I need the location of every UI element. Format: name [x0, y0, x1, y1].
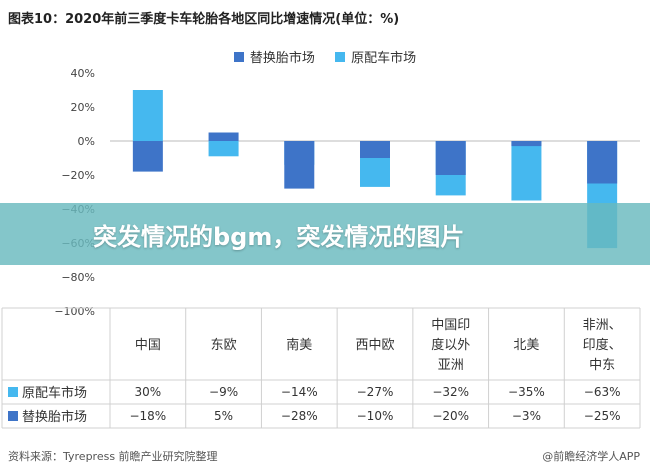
- bar-replacement: [511, 141, 542, 147]
- chart-title: 图表10：2020年前三季度卡车轮胎各地区同比增速情况(单位：%): [8, 12, 400, 27]
- brand-note: @前瞻经济学人APP: [542, 450, 640, 463]
- bar-oem: [132, 90, 163, 141]
- source-note: 资料来源：Tyrepress 前瞻产业研究院整理: [8, 450, 218, 463]
- overlay-banner: 突发情况的bgm，突发情况的图片: [0, 203, 650, 265]
- bar-oem: [208, 141, 239, 157]
- y-tick-label: 40%: [71, 67, 95, 80]
- bar-oem: [511, 141, 542, 201]
- category-label: 南美: [286, 337, 312, 353]
- row-label: 替换胎市场: [22, 409, 87, 425]
- legend-swatch-replacement: [233, 51, 244, 62]
- y-tick-label: 0%: [78, 135, 95, 148]
- y-tick-label: 20%: [71, 101, 95, 114]
- table-cell: −20%: [432, 409, 469, 423]
- category-label: 北美: [513, 338, 539, 353]
- banner-text: 突发情况的bgm，突发情况的图片: [93, 223, 465, 251]
- bar-replacement: [435, 141, 466, 175]
- y-tick-label: −20%: [61, 169, 95, 182]
- table-cell: −27%: [357, 385, 394, 399]
- table-cell: −28%: [281, 409, 318, 423]
- chart-legend: 替换胎市场 原配车市场: [0, 47, 650, 66]
- table-cell: −35%: [508, 385, 545, 399]
- row-swatch: [8, 387, 18, 397]
- category-label: 西中欧: [355, 338, 394, 353]
- row-label: 原配车市场: [22, 385, 87, 401]
- bar-replacement: [587, 141, 618, 184]
- table-cell: −25%: [584, 409, 621, 423]
- bar-replacement: [284, 141, 315, 189]
- table-cell: −9%: [209, 385, 238, 399]
- legend-label-replacement: 替换胎市场: [249, 51, 315, 66]
- category-label: 东欧: [211, 338, 237, 353]
- legend-swatch-oem: [335, 51, 346, 62]
- table-cell: −3%: [512, 409, 541, 423]
- bar-replacement: [132, 141, 163, 172]
- category-label: 中国: [135, 338, 161, 353]
- category-label: 非洲、印度、中东: [583, 318, 622, 373]
- table-cell: −63%: [584, 385, 621, 399]
- legend-item-replacement: 替换胎市场: [233, 47, 315, 66]
- table-cell: −14%: [281, 385, 318, 399]
- y-tick-label: −80%: [61, 271, 95, 284]
- table-cell: −18%: [129, 409, 166, 423]
- category-label: 中国印度以外亚洲: [431, 318, 470, 373]
- table-cell: −32%: [432, 385, 469, 399]
- table-cell: 30%: [135, 385, 162, 399]
- y-tick-label: −100%: [54, 305, 95, 318]
- legend-label-oem: 原配车市场: [351, 51, 417, 66]
- bar-replacement: [360, 141, 390, 158]
- legend-item-oem: 原配车市场: [335, 47, 416, 66]
- bar-replacement: [208, 132, 239, 141]
- table-cell: 5%: [214, 409, 233, 423]
- row-swatch: [8, 411, 18, 421]
- table-cell: −10%: [357, 409, 394, 423]
